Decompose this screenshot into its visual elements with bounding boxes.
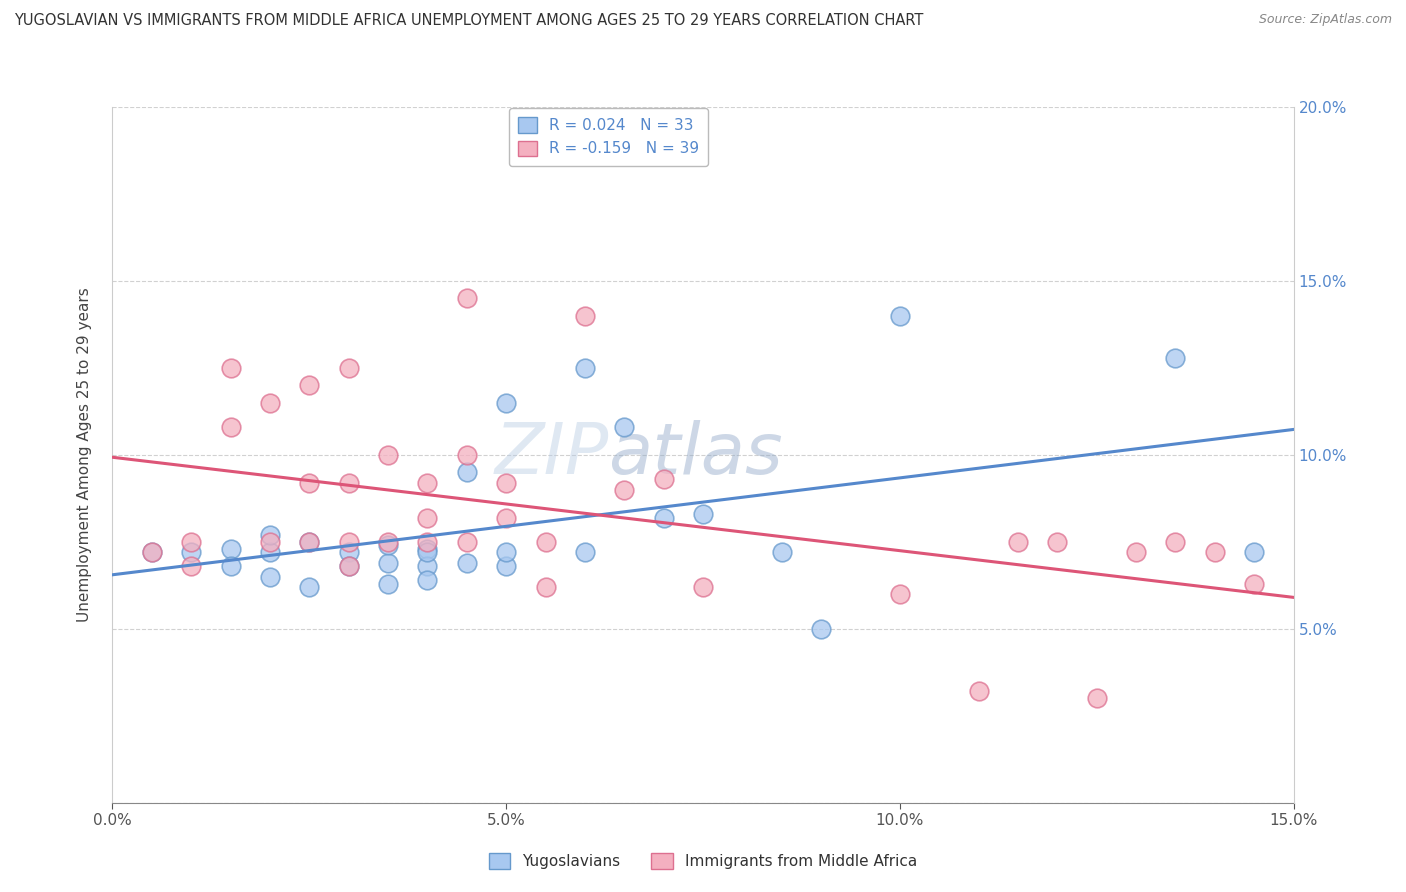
Point [259,534,281,549]
Point [692,507,714,521]
Point [1243,545,1265,559]
Point [377,576,399,591]
Point [416,559,439,574]
Point [416,573,439,587]
Point [219,559,242,574]
Point [495,475,517,490]
Point [337,559,360,574]
Point [259,528,281,542]
Point [180,534,202,549]
Point [298,475,321,490]
Point [1125,545,1147,559]
Point [259,396,281,410]
Point [574,309,596,323]
Point [298,534,321,549]
Point [180,559,202,574]
Point [652,510,675,524]
Point [298,534,321,549]
Text: atlas: atlas [609,420,783,490]
Point [377,448,399,462]
Point [613,420,636,434]
Point [574,360,596,375]
Point [337,545,360,559]
Point [1243,576,1265,591]
Text: ZIP: ZIP [494,420,609,490]
Point [574,545,596,559]
Point [377,556,399,570]
Point [141,545,163,559]
Point [495,510,517,524]
Point [219,541,242,556]
Point [416,534,439,549]
Point [770,545,793,559]
Point [534,580,557,594]
Legend: Yugoslavians, Immigrants from Middle Africa: Yugoslavians, Immigrants from Middle Afr… [482,847,924,875]
Point [692,580,714,594]
Point [456,291,478,305]
Point [337,534,360,549]
Point [1164,351,1187,365]
Point [1085,691,1108,706]
Point [456,466,478,480]
Text: YUGOSLAVIAN VS IMMIGRANTS FROM MIDDLE AFRICA UNEMPLOYMENT AMONG AGES 25 TO 29 YE: YUGOSLAVIAN VS IMMIGRANTS FROM MIDDLE AF… [14,13,924,29]
Point [416,545,439,559]
Point [889,587,911,601]
Point [377,538,399,552]
Point [416,510,439,524]
Point [1204,545,1226,559]
Point [298,580,321,594]
Point [456,448,478,462]
Point [180,545,202,559]
Point [1164,534,1187,549]
Point [495,559,517,574]
Point [495,545,517,559]
Point [810,622,832,636]
Point [456,534,478,549]
Point [298,378,321,392]
Point [259,570,281,584]
Point [337,559,360,574]
Point [416,475,439,490]
Point [219,360,242,375]
Point [416,541,439,556]
Point [337,360,360,375]
Point [456,556,478,570]
Point [259,545,281,559]
Point [534,534,557,549]
Y-axis label: Unemployment Among Ages 25 to 29 years: Unemployment Among Ages 25 to 29 years [77,287,91,623]
Point [141,545,163,559]
Point [495,396,517,410]
Point [613,483,636,497]
Point [219,420,242,434]
Point [1046,534,1069,549]
Point [652,472,675,486]
Text: Source: ZipAtlas.com: Source: ZipAtlas.com [1258,13,1392,27]
Point [889,309,911,323]
Point [967,684,990,698]
Point [337,475,360,490]
Point [377,534,399,549]
Point [1007,534,1029,549]
